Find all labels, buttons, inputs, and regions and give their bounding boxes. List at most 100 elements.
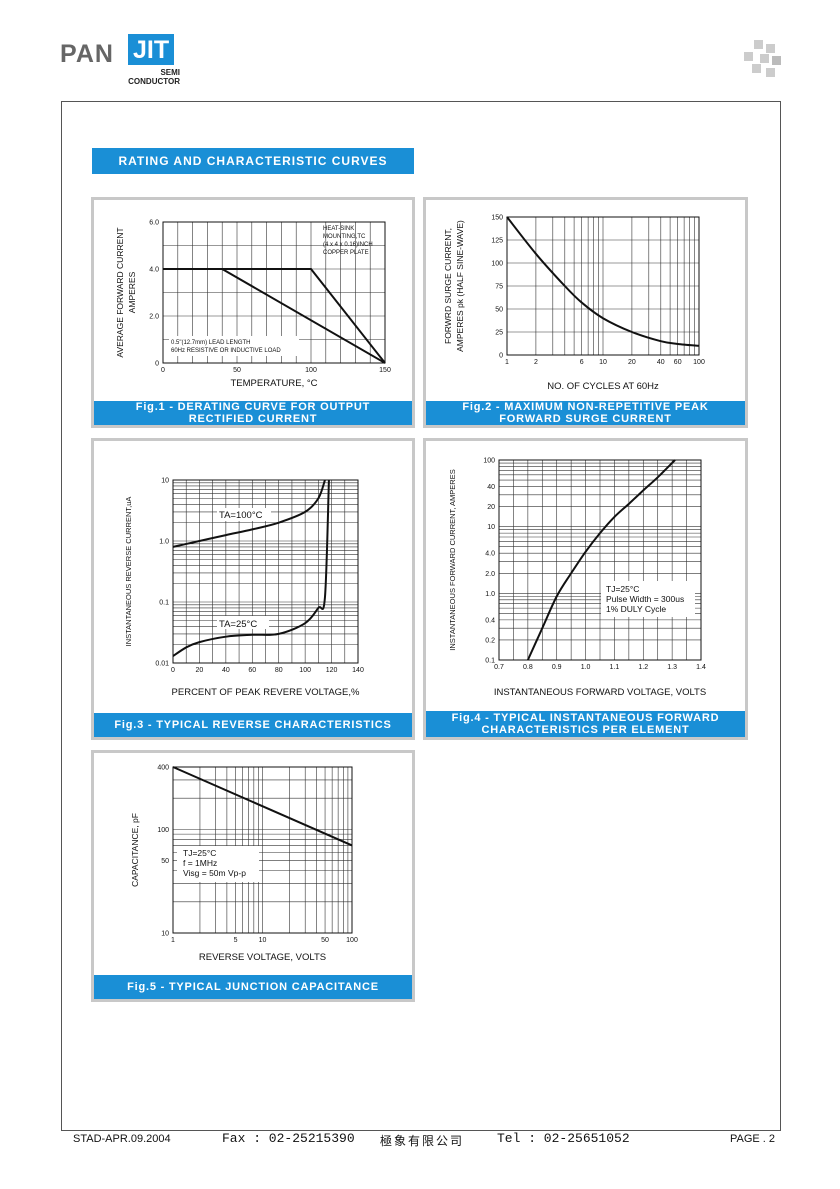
- x-tick-label: 6: [580, 359, 584, 366]
- annotation-text: (4 x 4 x 0.16)INCH: [323, 242, 373, 248]
- fig5-panel: 1 5 10 50 100 10 50 100 400 REVERSE VOLTAGE, VOLT…: [91, 750, 415, 1002]
- y-tick-label: 0.01: [155, 661, 169, 668]
- fig1-caption-line-1: Fig.1 - DERATING CURVE FOR OUTPUT: [135, 401, 371, 413]
- x-tick-label: 0.9: [552, 664, 562, 671]
- annotation-box: [177, 846, 259, 882]
- x-tick-label: 0: [171, 667, 175, 674]
- logo-sub-line-1: SEMI: [160, 68, 180, 77]
- decorative-squares-icon: [742, 40, 782, 80]
- x-tick-label: 1.1: [610, 664, 620, 671]
- annotation-box: [601, 581, 695, 617]
- annotation-text: f = 1MHz: [183, 858, 217, 868]
- y-tick-label: 10: [161, 478, 169, 485]
- fig2-caption-line-2: FORWARD SURGE CURRENT: [499, 413, 672, 425]
- y-tick-label: 0.4: [485, 617, 495, 624]
- plot-border: [172, 766, 353, 934]
- y-tick-label: 100: [491, 261, 503, 268]
- annotation-text: TJ=25°C: [606, 584, 639, 594]
- plot-border: [498, 459, 702, 661]
- x-tick-label: 100: [346, 937, 358, 944]
- series-line: [526, 459, 676, 661]
- x-tick-label: 0.7: [494, 664, 504, 671]
- fig3-chart: 0 20 40 60 80 100 120 140 0.01 0.1 1.0 10 PERCENT OF…: [124, 478, 364, 699]
- y-axis-label: AMPERES pk (HALF SINE-WAVE): [455, 220, 465, 352]
- y-axis-label: AMPERES: [127, 271, 137, 313]
- y-tick-label: 0.1: [485, 658, 495, 665]
- y-tick-label: 0: [499, 353, 503, 360]
- annotation-text: Visg = 50m Vp-p: [183, 868, 246, 878]
- fig2-caption-line-1: Fig.2 - MAXIMUM NON-REPETITIVE PEAK: [462, 401, 709, 413]
- fig4-caption-line-1: Fig.4 - TYPICAL INSTANTANEOUS FORWARD: [451, 712, 720, 724]
- fig2-chart: 1 2 6 10 20 40 60 100 0 25 50 75 100 125 150 NO. OF CYC…: [443, 215, 705, 393]
- annotation-text: MOUNTING,TC: [323, 234, 366, 240]
- y-tick-label: 50: [495, 307, 503, 314]
- x-axis-label: NO. OF CYCLES AT 60Hz: [547, 381, 659, 392]
- page-frame: [61, 101, 781, 1131]
- logo-accent: JIT: [128, 34, 175, 65]
- annotation-text: 1% DULY Cycle: [606, 604, 666, 614]
- logo-text: PAN: [60, 40, 114, 68]
- y-tick-label: 75: [495, 284, 503, 291]
- section-title: RATING AND CHARACTERISTIC CURVES: [92, 148, 414, 174]
- x-axis-label: INSTANTANEOUS FORWARD VOLTAGE, VOLTS: [494, 687, 706, 698]
- x-tick-label: 1.0: [581, 664, 591, 671]
- y-tick-label: 4.0: [485, 551, 495, 558]
- x-tick-label: 1.2: [638, 664, 648, 671]
- annotation-text: Pulse Width = 300us: [606, 594, 684, 604]
- y-tick-label: 0.2: [485, 637, 495, 644]
- series-line: [172, 479, 326, 548]
- series-line: [506, 216, 700, 347]
- x-tick-label: 1.3: [667, 664, 677, 671]
- x-tick-label: 1: [171, 937, 175, 944]
- fig5-chart: 1 5 10 50 100 10 50 100 400 REVERSE VOLTAGE, VOLT…: [130, 765, 358, 964]
- fig1-caption-line-2: RECTIFIED CURRENT: [188, 413, 318, 425]
- plot-border: [162, 221, 386, 364]
- y-tick-label: 10: [487, 524, 495, 531]
- x-tick-label: 40: [222, 667, 230, 674]
- annotation-text: 60Hz RESISTIVE OR INDUCTIVE LOAD: [171, 348, 281, 354]
- x-tick-label: 100: [299, 667, 311, 674]
- fig5-caption-line-1: Fig.5 - TYPICAL JUNCTION CAPACITANCE: [127, 981, 379, 993]
- x-tick-label: 50: [233, 367, 241, 374]
- fig1-caption: Fig.1 - DERATING CURVE FOR OUTPUT RECTIF…: [94, 401, 412, 425]
- series-label: TA=25°C: [219, 619, 257, 630]
- footer-page: PAGE . 2: [730, 1133, 776, 1145]
- y-axis-label: INSTANTANEOUS REVERSE CURRENT,uA: [124, 497, 133, 647]
- series-line: [172, 479, 330, 657]
- x-tick-label: 100: [693, 359, 705, 366]
- x-tick-label: 60: [674, 359, 682, 366]
- footer-doc-code: STAD-APR.09.2004: [73, 1133, 171, 1145]
- x-tick-label: 50: [321, 937, 329, 944]
- y-tick-label: 2.0: [149, 314, 159, 321]
- x-tick-label: 140: [352, 667, 364, 674]
- series-label-box: [217, 508, 271, 521]
- x-tick-label: 10: [259, 937, 267, 944]
- y-axis-label: FORWRD SURGE CURRENT,: [443, 228, 453, 344]
- x-tick-label: 5: [234, 937, 238, 944]
- y-tick-label: 4.0: [149, 267, 159, 274]
- fig2-panel: 1 2 6 10 20 40 60 100 0 25 50 75 100 125 150 NO. OF CYC…: [423, 197, 748, 428]
- x-tick-label: 150: [379, 367, 391, 374]
- x-axis-label: PERCENT OF PEAK REVERE VOLTAGE,%: [172, 687, 360, 698]
- series-line: [172, 766, 353, 847]
- x-axis-label: TEMPERATURE, °C: [230, 378, 317, 389]
- annotation-box: [169, 336, 299, 356]
- plot-border: [172, 479, 359, 664]
- annotation-text: TJ=25°C: [183, 848, 216, 858]
- fig1-panel: 0 50 100 150 0 2.0 4.0 6.0 TEMPERATURE, °C AVERAG…: [91, 197, 415, 428]
- y-tick-label: 50: [161, 858, 169, 865]
- fig2-caption: Fig.2 - MAXIMUM NON-REPETITIVE PEAK FORW…: [426, 401, 745, 425]
- y-tick-label: 25: [495, 330, 503, 337]
- x-tick-label: 120: [326, 667, 338, 674]
- company-logo: PAN JIT SEMI CONDUCTOR: [60, 32, 190, 92]
- x-tick-label: 40: [657, 359, 665, 366]
- y-tick-label: 150: [491, 215, 503, 222]
- series-line: [163, 268, 386, 364]
- annotation-text: HEAT-SINK: [323, 226, 354, 232]
- x-tick-label: 1.4: [696, 664, 706, 671]
- y-tick-label: 400: [157, 765, 169, 772]
- y-tick-label: 20: [487, 504, 495, 511]
- logo-sub-line-2: CONDUCTOR: [128, 77, 180, 86]
- y-tick-label: 1.0: [159, 539, 169, 546]
- y-tick-label: 40: [487, 484, 495, 491]
